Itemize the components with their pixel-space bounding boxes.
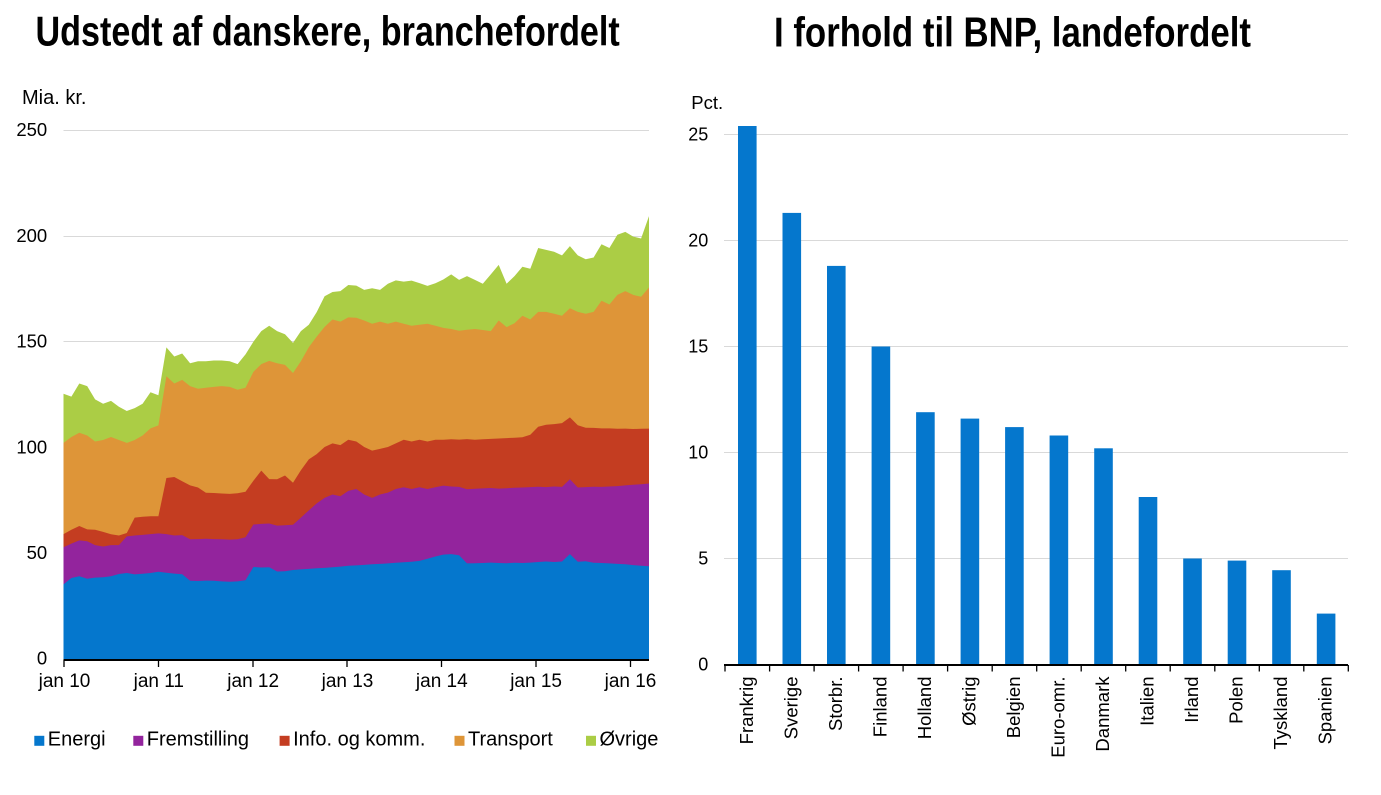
- svg-text:jan 15: jan 15: [509, 671, 562, 692]
- svg-text:I forhold til BNP, landefordel: I forhold til BNP, landefordelt: [774, 9, 1251, 56]
- svg-text:jan 14: jan 14: [415, 671, 468, 692]
- svg-text:Storbr.: Storbr.: [825, 677, 846, 732]
- svg-text:Fremstilling: Fremstilling: [147, 729, 249, 751]
- svg-text:Øvrige: Øvrige: [600, 729, 659, 751]
- svg-text:Østrig: Østrig: [958, 677, 979, 726]
- svg-text:Tyskland: Tyskland: [1270, 677, 1291, 750]
- svg-text:150: 150: [16, 331, 47, 352]
- svg-text:Belgien: Belgien: [1003, 677, 1024, 739]
- svg-text:5: 5: [698, 549, 708, 569]
- svg-text:Sverige: Sverige: [780, 677, 801, 740]
- svg-text:Info. og komm.: Info. og komm.: [293, 729, 425, 751]
- svg-text:Transport: Transport: [468, 729, 553, 751]
- svg-text:jan 10: jan 10: [38, 671, 91, 692]
- svg-text:Udstedt af danskere, branchefo: Udstedt af danskere, branchefordelt: [36, 8, 621, 55]
- svg-text:Frankrig: Frankrig: [736, 677, 757, 745]
- svg-text:Polen: Polen: [1226, 677, 1247, 724]
- svg-text:Pct.: Pct.: [691, 92, 723, 113]
- svg-text:Euro-omr.: Euro-omr.: [1047, 677, 1068, 758]
- svg-text:200: 200: [16, 225, 47, 246]
- svg-text:50: 50: [27, 542, 48, 563]
- svg-text:Mia. kr.: Mia. kr.: [22, 87, 86, 109]
- svg-text:0: 0: [698, 655, 708, 675]
- svg-text:Danmark: Danmark: [1092, 676, 1113, 752]
- svg-text:100: 100: [16, 436, 47, 457]
- svg-text:250: 250: [16, 119, 47, 140]
- svg-text:20: 20: [688, 231, 708, 251]
- svg-text:Italien: Italien: [1137, 677, 1158, 726]
- svg-text:jan 12: jan 12: [226, 671, 279, 692]
- svg-text:0: 0: [37, 648, 47, 669]
- svg-text:Irland: Irland: [1181, 677, 1202, 723]
- svg-text:Finland: Finland: [869, 677, 890, 738]
- svg-text:Holland: Holland: [914, 677, 935, 740]
- svg-text:10: 10: [688, 443, 708, 463]
- svg-text:jan 16: jan 16: [604, 671, 657, 692]
- svg-text:Spanien: Spanien: [1315, 677, 1336, 745]
- svg-text:jan 11: jan 11: [133, 671, 184, 692]
- svg-text:25: 25: [688, 125, 708, 145]
- svg-text:Energi: Energi: [48, 729, 106, 751]
- svg-text:jan 13: jan 13: [321, 671, 374, 692]
- svg-text:15: 15: [688, 337, 708, 357]
